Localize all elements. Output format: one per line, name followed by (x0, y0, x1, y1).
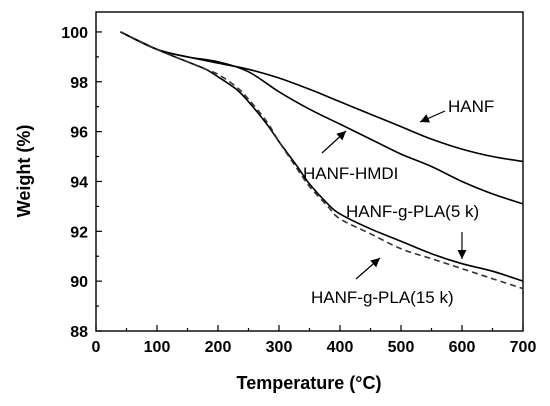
y-tick-label: 100 (61, 25, 88, 42)
x-axis-title: Temperature (°C) (237, 373, 382, 393)
series-hanf-hmdi (120, 31, 524, 205)
x-tick-label: 100 (144, 339, 171, 356)
plot-annotations: HANF HANF-HMDI HANF-g-PLA(5 k) HANF-g-PLA(1… (303, 97, 494, 307)
annotation-hanf-g-pla-5k: HANF-g-PLA(5 k) (346, 202, 479, 221)
annotation-hanf-arrowhead (420, 114, 431, 123)
y-tick-label: 96 (70, 125, 88, 142)
x-tick-label: 500 (388, 339, 415, 356)
series-hanf-g-pla-15k (120, 31, 524, 290)
plot-curves (120, 31, 524, 290)
y-tick-label: 98 (70, 75, 88, 92)
x-tick-label: 600 (449, 339, 476, 356)
y-tick-label: 92 (70, 224, 88, 241)
annotation-hanf: HANF (448, 97, 494, 116)
x-tick-label: 700 (510, 339, 537, 356)
y-tick-label: 94 (70, 174, 88, 191)
x-tick-label: 400 (327, 339, 354, 356)
y-tick-label: 90 (70, 274, 88, 291)
y-axis-title: Weight (%) (14, 125, 34, 218)
annotation-hanf-g-pla-15k-arrowhead (370, 258, 380, 268)
annotation-hanf-hmdi: HANF-HMDI (303, 164, 398, 183)
x-tick-label: 0 (92, 339, 101, 356)
series-hanf-g-pla-5k (120, 31, 524, 282)
annotation-hanf-g-pla-15k: HANF-g-PLA(15 k) (311, 288, 454, 307)
y-tick-label: 88 (70, 324, 88, 341)
x-tick-label: 200 (205, 339, 232, 356)
annotation-hanf-g-pla-5k-arrowhead (457, 250, 467, 259)
plot-axes: 0 100 200 300 400 500 600 700 88 90 92 94 96 98 100 (61, 11, 537, 356)
x-tick-label: 300 (266, 339, 293, 356)
annotation-hanf-hmdi-arrowhead (336, 131, 346, 141)
